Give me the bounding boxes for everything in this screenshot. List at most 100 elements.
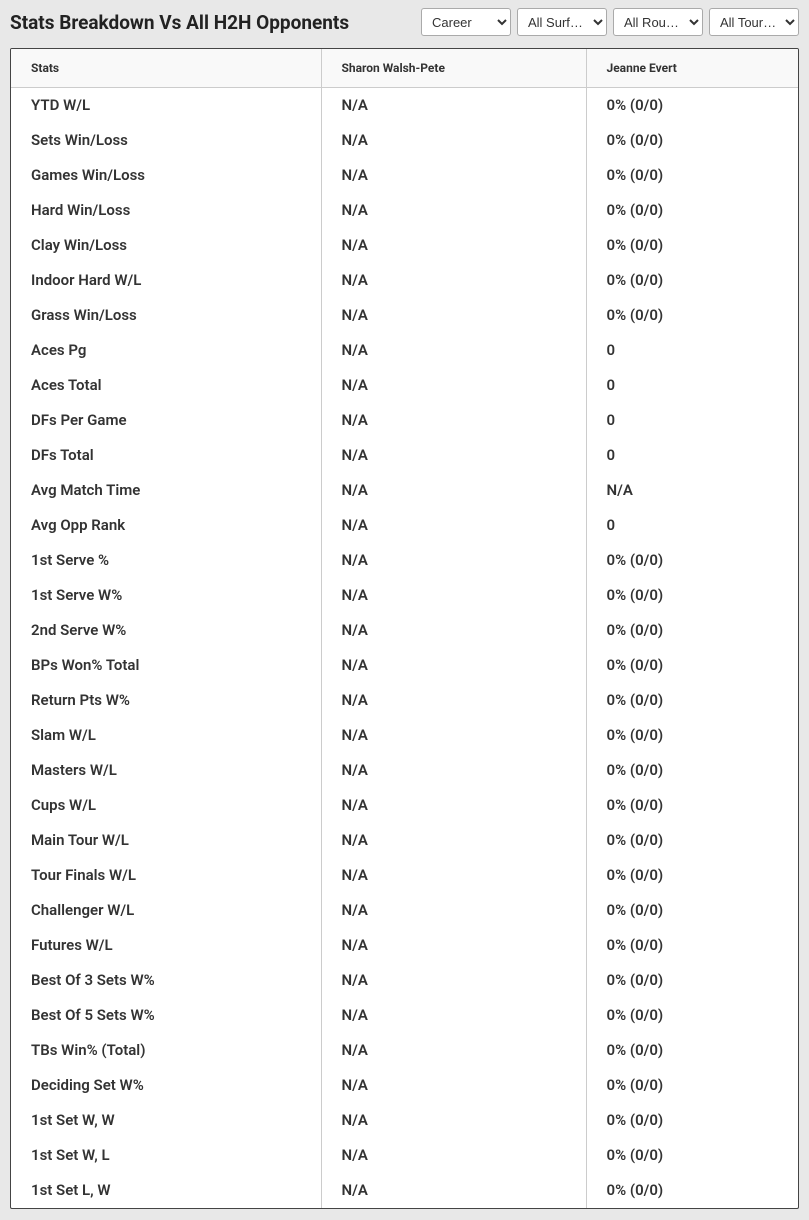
stat-label: 1st Set L, W	[11, 1173, 321, 1208]
stat-value-player1: N/A	[321, 578, 586, 613]
stat-value-player2: 0% (0/0)	[586, 753, 798, 788]
stat-value-player2: 0% (0/0)	[586, 613, 798, 648]
stat-value-player1: N/A	[321, 508, 586, 543]
table-row: 1st Serve W%N/A0% (0/0)	[11, 578, 798, 613]
stat-value-player1: N/A	[321, 473, 586, 508]
stat-value-player2: 0% (0/0)	[586, 88, 798, 123]
filter-tour-select[interactable]: All Tour…	[709, 8, 799, 36]
filter-surface-select[interactable]: All Surf…	[517, 8, 607, 36]
stat-value-player2: 0	[586, 403, 798, 438]
stat-label: 1st Serve W%	[11, 578, 321, 613]
table-row: 1st Serve %N/A0% (0/0)	[11, 543, 798, 578]
stat-label: Hard Win/Loss	[11, 193, 321, 228]
col-header-player2: Jeanne Evert	[586, 49, 798, 88]
stat-value-player1: N/A	[321, 893, 586, 928]
stat-label: DFs Per Game	[11, 403, 321, 438]
header-bar: Stats Breakdown Vs All H2H Opponents Car…	[0, 0, 809, 44]
stat-value-player1: N/A	[321, 403, 586, 438]
stat-value-player2: 0% (0/0)	[586, 718, 798, 753]
stat-value-player2: 0% (0/0)	[586, 963, 798, 998]
table-row: Indoor Hard W/LN/A0% (0/0)	[11, 263, 798, 298]
stat-label: Best Of 5 Sets W%	[11, 998, 321, 1033]
table-row: Slam W/LN/A0% (0/0)	[11, 718, 798, 753]
stat-value-player1: N/A	[321, 613, 586, 648]
stat-value-player1: N/A	[321, 963, 586, 998]
stat-value-player2: 0% (0/0)	[586, 543, 798, 578]
stat-value-player1: N/A	[321, 1138, 586, 1173]
stat-label: Sets Win/Loss	[11, 123, 321, 158]
table-row: Avg Match TimeN/AN/A	[11, 473, 798, 508]
stat-value-player1: N/A	[321, 263, 586, 298]
stat-value-player1: N/A	[321, 718, 586, 753]
page-title: Stats Breakdown Vs All H2H Opponents	[10, 11, 415, 34]
col-header-player1: Sharon Walsh-Pete	[321, 49, 586, 88]
table-row: TBs Win% (Total)N/A0% (0/0)	[11, 1033, 798, 1068]
filter-career-select[interactable]: Career	[421, 8, 511, 36]
stat-value-player2: 0% (0/0)	[586, 1068, 798, 1103]
stat-value-player2: 0	[586, 333, 798, 368]
stat-value-player2: 0% (0/0)	[586, 1033, 798, 1068]
stat-label: Tour Finals W/L	[11, 858, 321, 893]
stat-value-player2: 0% (0/0)	[586, 928, 798, 963]
stat-value-player1: N/A	[321, 858, 586, 893]
stats-table: Stats Sharon Walsh-Pete Jeanne Evert YTD…	[11, 49, 798, 1208]
stat-value-player1: N/A	[321, 298, 586, 333]
stat-label: 2nd Serve W%	[11, 613, 321, 648]
table-row: Return Pts W%N/A0% (0/0)	[11, 683, 798, 718]
table-row: Grass Win/LossN/A0% (0/0)	[11, 298, 798, 333]
stat-label: Best Of 3 Sets W%	[11, 963, 321, 998]
stat-value-player2: 0% (0/0)	[586, 998, 798, 1033]
table-row: 2nd Serve W%N/A0% (0/0)	[11, 613, 798, 648]
table-row: Main Tour W/LN/A0% (0/0)	[11, 823, 798, 858]
stat-label: Aces Total	[11, 368, 321, 403]
stat-value-player1: N/A	[321, 193, 586, 228]
stat-label: Grass Win/Loss	[11, 298, 321, 333]
stat-value-player1: N/A	[321, 368, 586, 403]
stat-value-player1: N/A	[321, 158, 586, 193]
stat-label: BPs Won% Total	[11, 648, 321, 683]
stat-label: TBs Win% (Total)	[11, 1033, 321, 1068]
stat-label: Slam W/L	[11, 718, 321, 753]
stat-label: Aces Pg	[11, 333, 321, 368]
stat-label: Masters W/L	[11, 753, 321, 788]
table-row: Masters W/LN/A0% (0/0)	[11, 753, 798, 788]
stat-label: 1st Set W, L	[11, 1138, 321, 1173]
table-row: Aces TotalN/A0	[11, 368, 798, 403]
table-row: YTD W/LN/A0% (0/0)	[11, 88, 798, 123]
table-row: Cups W/LN/A0% (0/0)	[11, 788, 798, 823]
stat-value-player1: N/A	[321, 683, 586, 718]
table-row: DFs TotalN/A0	[11, 438, 798, 473]
stat-value-player2: 0% (0/0)	[586, 263, 798, 298]
stat-value-player1: N/A	[321, 228, 586, 263]
table-row: Aces PgN/A0	[11, 333, 798, 368]
stat-value-player2: 0	[586, 508, 798, 543]
stat-label: Games Win/Loss	[11, 158, 321, 193]
stat-label: Main Tour W/L	[11, 823, 321, 858]
stat-label: Avg Opp Rank	[11, 508, 321, 543]
stat-value-player2: 0	[586, 368, 798, 403]
table-row: Deciding Set W%N/A0% (0/0)	[11, 1068, 798, 1103]
table-row: Best Of 5 Sets W%N/A0% (0/0)	[11, 998, 798, 1033]
stat-value-player2: 0% (0/0)	[586, 683, 798, 718]
stat-value-player2: 0% (0/0)	[586, 193, 798, 228]
stat-value-player2: 0% (0/0)	[586, 578, 798, 613]
stat-label: Avg Match Time	[11, 473, 321, 508]
stat-value-player1: N/A	[321, 333, 586, 368]
stat-value-player2: 0% (0/0)	[586, 858, 798, 893]
stat-label: DFs Total	[11, 438, 321, 473]
stat-label: Challenger W/L	[11, 893, 321, 928]
table-row: 1st Set L, WN/A0% (0/0)	[11, 1173, 798, 1208]
table-row: DFs Per GameN/A0	[11, 403, 798, 438]
table-row: Hard Win/LossN/A0% (0/0)	[11, 193, 798, 228]
stat-value-player2: 0% (0/0)	[586, 648, 798, 683]
stat-value-player1: N/A	[321, 823, 586, 858]
stat-label: 1st Serve %	[11, 543, 321, 578]
stat-label: Deciding Set W%	[11, 1068, 321, 1103]
stat-value-player2: 0% (0/0)	[586, 788, 798, 823]
table-row: Tour Finals W/LN/A0% (0/0)	[11, 858, 798, 893]
stat-value-player1: N/A	[321, 753, 586, 788]
filter-round-select[interactable]: All Rou…	[613, 8, 703, 36]
stat-value-player2: 0% (0/0)	[586, 1103, 798, 1138]
stat-label: Futures W/L	[11, 928, 321, 963]
table-header-row: Stats Sharon Walsh-Pete Jeanne Evert	[11, 49, 798, 88]
